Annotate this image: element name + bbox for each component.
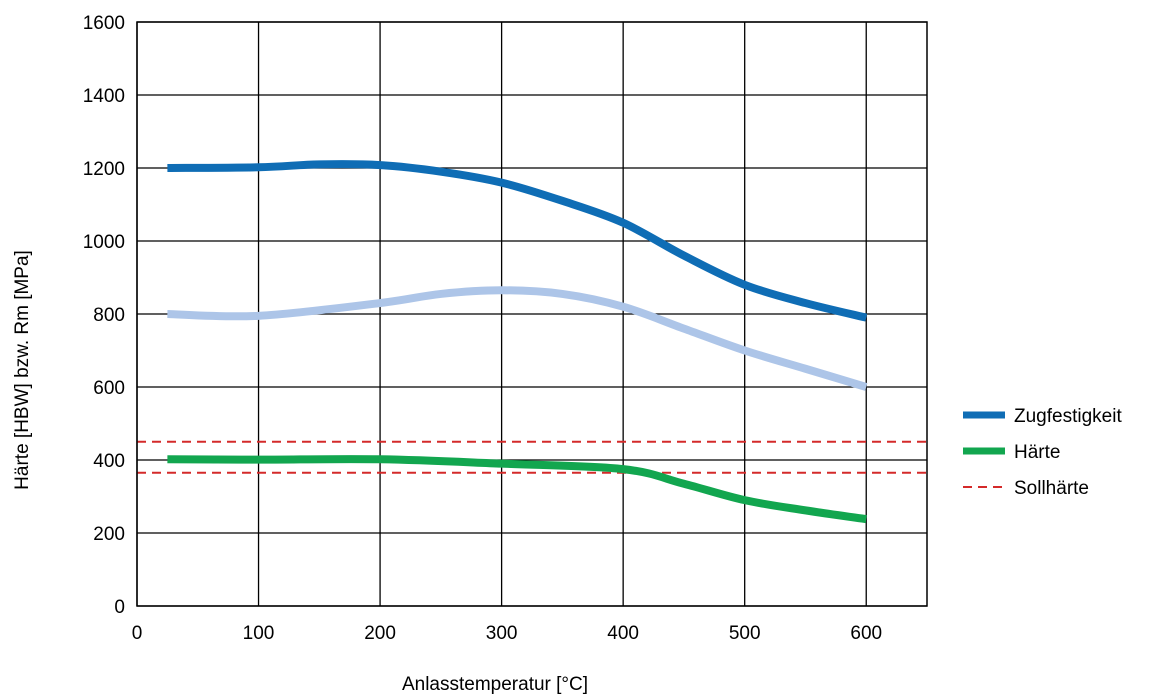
series-haerte-line [167, 455, 867, 524]
y-tick-label: 1000 [83, 232, 125, 253]
legend-item-zugfestigkeit: Zugfestigkeit [963, 406, 1122, 427]
legend-label-sollhaerte: Sollhärte [1014, 478, 1089, 499]
series-zugfestigkeit-line [167, 160, 868, 322]
y-tick-label: 1400 [83, 86, 125, 107]
x-tick-label: 200 [364, 623, 396, 644]
legend-item-sollhaerte: Sollhärte [963, 478, 1089, 499]
y-tick-label: 1200 [83, 159, 125, 180]
series-light-blue-line [167, 286, 868, 391]
reference-lines [137, 440, 927, 474]
x-tick-label: 600 [850, 623, 882, 644]
y-tick-label: 200 [93, 524, 125, 545]
y-tick-label: 600 [93, 378, 125, 399]
x-tick-label: 0 [132, 623, 143, 644]
legend-label-zugfestigkeit: Zugfestigkeit [1014, 406, 1122, 427]
legend: Zugfestigkeit Härte Sollhärte [963, 406, 1122, 499]
x-tick-labels: 0 100 200 300 400 500 600 [132, 623, 882, 644]
x-tick-label: 100 [243, 623, 275, 644]
x-tick-label: 300 [486, 623, 518, 644]
y-tick-label: 0 [114, 597, 125, 618]
plot-frame [136, 21, 928, 607]
x-tick-label: 400 [607, 623, 639, 644]
y-tick-label: 800 [93, 305, 125, 326]
y-tick-label: 400 [93, 451, 125, 472]
legend-label-haerte: Härte [1014, 442, 1060, 463]
series-lines [167, 160, 868, 524]
x-axis-title: Anlasstemperatur [°C] [402, 674, 588, 695]
legend-item-haerte: Härte [963, 442, 1060, 463]
y-axis-title: Härte [HBW] bzw. Rm [MPa] [12, 250, 33, 490]
y-tick-label: 1600 [83, 13, 125, 34]
x-tick-label: 500 [729, 623, 761, 644]
y-tick-labels: 0 200 400 600 800 1000 1200 1400 1600 [83, 13, 125, 618]
